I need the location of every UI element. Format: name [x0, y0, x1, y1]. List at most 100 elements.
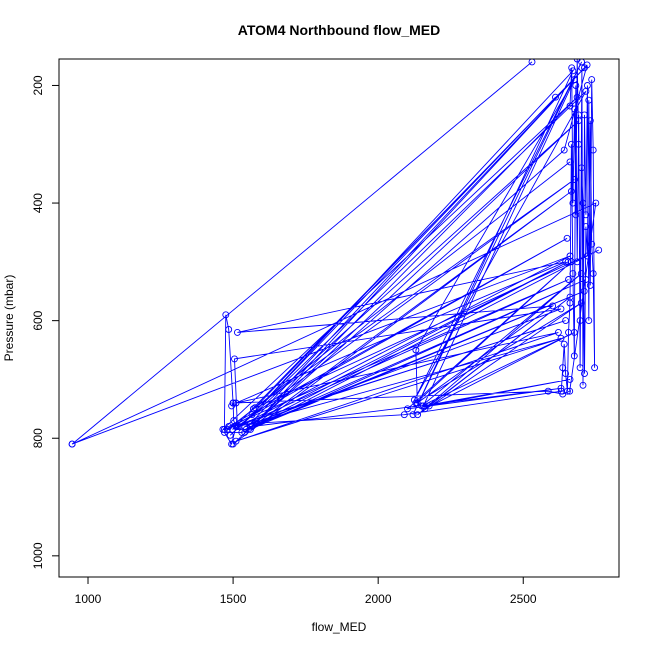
data-point — [579, 199, 587, 207]
x-axis-label: flow_MED — [312, 620, 367, 634]
data-point — [566, 375, 574, 383]
y-tick-label: 800 — [31, 428, 45, 448]
data-point — [582, 223, 590, 231]
data-point — [566, 252, 574, 260]
data-point — [570, 176, 578, 183]
data-point — [562, 258, 570, 266]
y-axis: 200 400 600 800 1000 — [31, 75, 60, 569]
data-point — [571, 105, 579, 113]
data-point — [595, 246, 603, 254]
data-point — [230, 417, 238, 425]
data-point — [586, 117, 594, 125]
data-point — [225, 326, 233, 333]
data-point — [235, 423, 243, 430]
data-point — [582, 87, 590, 95]
x-tick-label: 1000 — [75, 592, 102, 606]
data-point — [228, 402, 236, 410]
data-point — [226, 431, 234, 439]
data-point — [559, 364, 567, 372]
data-point — [589, 270, 597, 278]
data-point — [404, 405, 411, 413]
series-line — [71, 59, 599, 446]
data-point — [567, 140, 575, 148]
y-tick-label: 400 — [31, 193, 45, 213]
data-point — [220, 425, 228, 433]
data-point — [582, 211, 590, 219]
data-point — [560, 340, 568, 348]
data-point — [251, 404, 259, 412]
data-point — [220, 428, 228, 436]
data-point — [400, 411, 408, 419]
data-point — [581, 64, 588, 72]
data-point — [589, 146, 597, 154]
data-point — [586, 281, 594, 289]
data-point — [557, 334, 565, 342]
x-tick-label: 2000 — [365, 592, 392, 606]
data-point — [583, 252, 591, 260]
data-point — [585, 317, 593, 325]
data-point — [562, 370, 570, 378]
data-point — [566, 387, 574, 395]
data-point — [552, 93, 559, 101]
chart-title: ATOM4 Northbound flow_MED — [238, 22, 440, 38]
y-tick-label: 1000 — [31, 542, 45, 569]
data-point — [588, 240, 596, 248]
data-point — [569, 199, 577, 207]
data-point — [419, 402, 427, 410]
data-point — [582, 276, 590, 283]
data-point — [588, 76, 596, 84]
data-point — [565, 276, 572, 283]
data-point — [572, 211, 580, 219]
y-axis-label: Pressure (mbar) — [2, 275, 16, 362]
data-point — [414, 411, 422, 419]
data-point — [567, 187, 575, 195]
series-layer — [68, 59, 603, 448]
data-point — [568, 64, 576, 72]
data-point — [560, 146, 568, 154]
data-point — [549, 302, 557, 310]
data-point — [581, 370, 588, 378]
data-point — [559, 390, 567, 398]
data-point — [566, 293, 574, 301]
data-point — [554, 328, 562, 336]
data-point — [592, 199, 600, 207]
data-point — [585, 96, 593, 104]
data-point — [528, 59, 536, 66]
data-point — [413, 399, 421, 407]
data-point — [576, 317, 584, 325]
y-tick-label: 600 — [31, 310, 45, 330]
data-point — [566, 158, 574, 166]
data-point — [569, 270, 577, 278]
data-point — [570, 352, 578, 360]
x-tick-label: 1500 — [220, 592, 247, 606]
data-point — [231, 355, 238, 363]
data-point — [563, 234, 571, 242]
data-point — [249, 405, 257, 413]
data-point — [557, 305, 565, 313]
data-point — [573, 93, 581, 101]
data-point — [569, 67, 577, 75]
data-point — [409, 411, 417, 419]
data-point — [591, 364, 599, 372]
data-point — [232, 437, 240, 445]
data-point — [575, 117, 583, 125]
data-point — [570, 328, 578, 336]
data-point — [578, 59, 586, 66]
data-point — [580, 287, 588, 295]
data-point — [233, 328, 241, 336]
data-point — [68, 440, 76, 448]
data-point — [248, 423, 256, 430]
data-point — [579, 381, 587, 389]
data-point — [544, 387, 552, 395]
data-point — [573, 59, 581, 63]
y-tick-label: 200 — [31, 75, 45, 95]
data-point — [576, 364, 584, 372]
data-point — [222, 311, 230, 319]
data-point — [562, 317, 570, 325]
x-axis: 1000 1500 2000 2500 — [75, 576, 537, 606]
data-point — [570, 76, 578, 84]
data-point — [412, 346, 420, 354]
x-tick-label: 2500 — [510, 592, 537, 606]
data-point — [578, 164, 586, 172]
